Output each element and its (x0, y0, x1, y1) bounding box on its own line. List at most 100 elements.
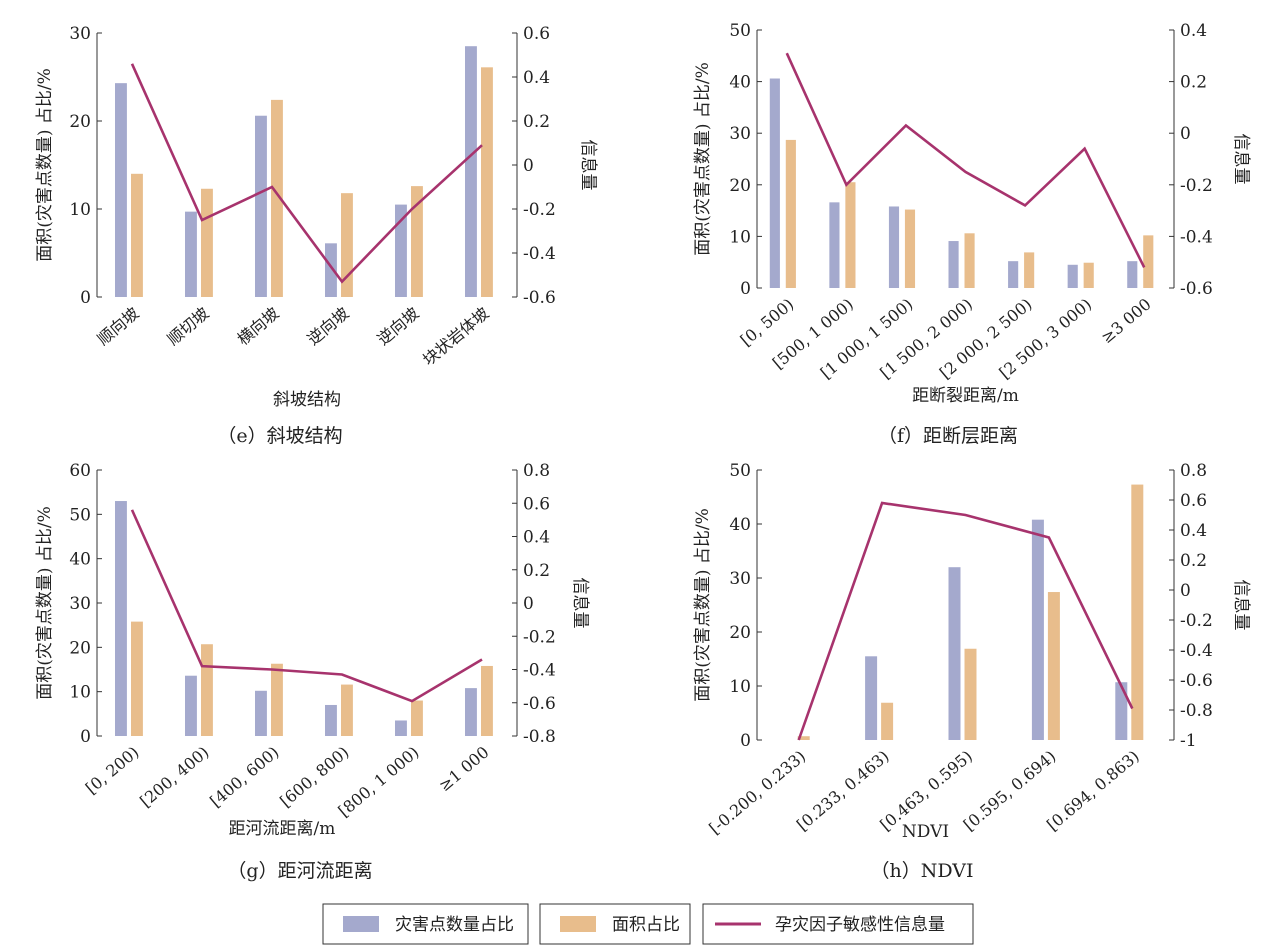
right-tick-label: -0.4 (1180, 641, 1213, 661)
bar-hazard-points (395, 720, 407, 736)
right-tick-label: -0.8 (523, 727, 556, 747)
bar-area (881, 702, 894, 740)
category-label: 顺切坡 (164, 304, 213, 349)
bar-area (411, 700, 423, 736)
x-axis-label: 斜坡结构 (273, 390, 341, 410)
right-tick-label: 0.6 (1180, 491, 1207, 511)
left-tick-label: 20 (729, 176, 751, 196)
bar-area (411, 186, 423, 297)
y-axis-label-right: 信息量 (570, 578, 590, 629)
left-tick-label: 0 (740, 731, 751, 751)
bar-hazard-points (325, 704, 337, 736)
bar-area (341, 193, 353, 297)
right-tick-label: -1 (1180, 731, 1197, 751)
legend-item: 孕灾因子敏感性信息量 (702, 903, 974, 945)
bar-hazard-points (1115, 682, 1128, 740)
bar-hazard-points (465, 46, 477, 298)
bar-area (964, 233, 975, 288)
legend-swatch (560, 916, 596, 932)
bar-hazard-points (115, 501, 127, 736)
bar-area (785, 139, 796, 288)
bar-hazard-points (1067, 264, 1078, 288)
x-axis-label: 距河流距离/m (229, 819, 336, 839)
bar-area (201, 644, 213, 736)
right-tick-label: 0.2 (1180, 73, 1207, 93)
category-label: 逆向坡 (374, 304, 423, 349)
panel-caption: （f）距断层距离 (878, 425, 1018, 447)
bar-hazard-points (829, 202, 840, 288)
right-tick-label: -0.4 (523, 244, 556, 264)
sensitivity-line (130, 63, 483, 284)
bar-hazard-points (1031, 519, 1044, 740)
right-tick-label: 0.8 (523, 461, 550, 481)
bar-area (1024, 252, 1035, 288)
left-tick-label: 30 (69, 24, 91, 44)
bar-area (131, 621, 143, 736)
y-axis-label-left: 面积(灾害点数量) 占比/% (35, 68, 55, 262)
chart-panel-h: 0 10 20 30 40 50 -1 -0.8 -0.6 -0.4 -0.2 0 0.2 0.4 0.6 0… (693, 461, 1251, 882)
left-tick-label: 10 (729, 227, 751, 247)
left-tick-label: 40 (729, 515, 751, 535)
bar-area (1083, 262, 1094, 288)
bar-hazard-points (1008, 261, 1019, 288)
bar-hazard-points (325, 243, 337, 297)
left-tick-label: 40 (729, 73, 751, 93)
y-axis-label-left: 面积(灾害点数量) 占比/% (693, 62, 713, 256)
bar-area (481, 67, 493, 297)
legend-box (702, 903, 974, 945)
bar-hazard-points (395, 204, 407, 297)
x-axis-label: NDVI (902, 822, 949, 842)
left-tick-label: 50 (69, 505, 91, 525)
left-tick-label: 10 (729, 677, 751, 697)
left-tick-label: 20 (69, 638, 91, 658)
legend-label: 孕灾因子敏感性信息量 (775, 915, 945, 935)
left-tick-label: 20 (69, 112, 91, 132)
category-label: 顺向坡 (94, 304, 143, 349)
right-tick-label: 0.6 (523, 494, 550, 514)
legend-box (539, 903, 691, 945)
bar-area (797, 736, 810, 740)
left-tick-label: 30 (69, 594, 91, 614)
right-tick-label: 0 (523, 156, 534, 176)
bar-area (1143, 235, 1154, 288)
left-tick-label: 30 (729, 569, 751, 589)
right-tick-label: 0.6 (523, 24, 550, 44)
right-tick-label: -0.8 (1180, 701, 1213, 721)
bar-area (131, 173, 143, 297)
legend-label: 灾害点数量占比 (395, 915, 514, 935)
y-axis-label-right: 信息量 (578, 140, 598, 191)
bar-hazard-points (888, 206, 900, 288)
bar-hazard-points (255, 690, 267, 736)
y-axis-label-right: 信息量 (1231, 580, 1251, 631)
right-tick-label: 0.2 (523, 561, 550, 581)
bar-hazard-points (948, 567, 961, 740)
bar-area (1047, 592, 1060, 740)
y-axis-label-left: 面积(灾害点数量) 占比/% (693, 508, 713, 702)
bar-area (271, 99, 283, 297)
right-tick-label: -0.6 (523, 288, 556, 308)
bar-hazard-points (769, 78, 780, 288)
category-label: [400, 600) (206, 743, 282, 811)
left-tick-label: 30 (729, 124, 751, 144)
right-tick-label: -0.2 (523, 627, 556, 647)
right-tick-label: -0.2 (523, 200, 556, 220)
panel-caption: （g）距河流距离 (227, 860, 372, 882)
panel-caption: （h）NDVI (871, 860, 974, 882)
left-tick-label: 40 (69, 550, 91, 570)
bar-area (1131, 484, 1144, 740)
legend-box (322, 903, 529, 945)
legend-swatch (343, 916, 379, 932)
right-tick-label: 0 (1180, 124, 1191, 144)
category-label: [-0.200, 0.233) (705, 747, 809, 838)
right-tick-label: 0.4 (523, 68, 550, 88)
right-tick-label: 0.8 (1180, 461, 1207, 481)
bar-hazard-points (185, 675, 197, 736)
right-tick-label: 0.4 (1180, 521, 1207, 541)
right-tick-label: 0.2 (523, 112, 550, 132)
bar-area (481, 665, 493, 736)
bar-area (341, 684, 353, 736)
panel-caption: （e）斜坡结构 (217, 425, 342, 447)
